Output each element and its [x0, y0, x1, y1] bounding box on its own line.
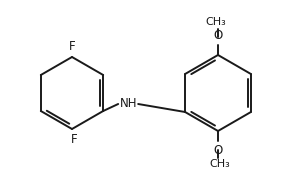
Text: NH: NH [119, 97, 137, 109]
Text: O: O [213, 29, 223, 42]
Text: F: F [69, 40, 75, 53]
Text: CH₃: CH₃ [210, 159, 230, 169]
Text: F: F [71, 133, 77, 146]
Text: CH₃: CH₃ [206, 17, 226, 27]
Text: O: O [213, 144, 223, 157]
